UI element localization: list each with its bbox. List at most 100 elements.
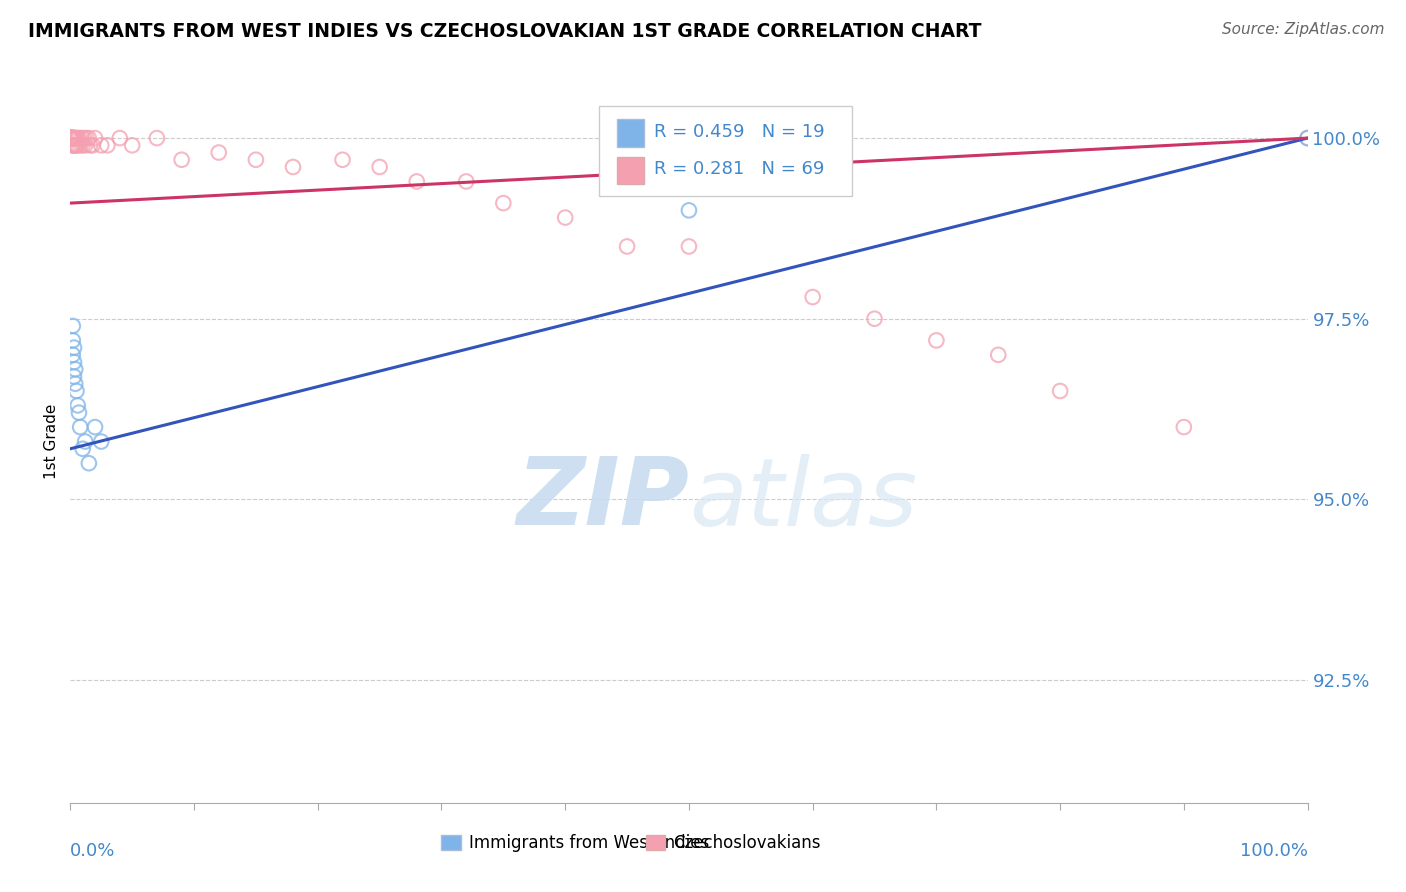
- Point: [925, 334, 948, 348]
- Point: [75, 138, 97, 153]
- Point: [678, 203, 700, 218]
- Point: [63, 131, 86, 145]
- Text: Czechoslovakians: Czechoslovakians: [673, 833, 820, 852]
- Point: [368, 160, 391, 174]
- Point: [63, 138, 86, 153]
- Point: [170, 153, 193, 167]
- Bar: [441, 835, 461, 850]
- Point: [146, 131, 169, 145]
- Point: [65, 131, 87, 145]
- Point: [492, 196, 515, 211]
- Point: [59, 131, 82, 145]
- Point: [82, 138, 104, 153]
- Point: [59, 131, 82, 145]
- Point: [121, 138, 143, 153]
- Point: [59, 131, 82, 145]
- Y-axis label: 1st Grade: 1st Grade: [44, 404, 59, 479]
- Point: [1296, 131, 1319, 145]
- Point: [60, 131, 83, 145]
- Point: [66, 138, 89, 153]
- Point: [77, 131, 100, 145]
- Text: 0.0%: 0.0%: [70, 842, 115, 860]
- Text: R = 0.459   N = 19: R = 0.459 N = 19: [654, 123, 825, 142]
- Point: [65, 131, 87, 145]
- Point: [67, 406, 90, 420]
- Text: atlas: atlas: [689, 454, 917, 545]
- Point: [59, 131, 82, 145]
- FancyBboxPatch shape: [599, 105, 852, 196]
- Point: [59, 131, 82, 145]
- Bar: [645, 835, 665, 850]
- Point: [62, 348, 84, 362]
- Text: Source: ZipAtlas.com: Source: ZipAtlas.com: [1222, 22, 1385, 37]
- Text: Immigrants from West Indies: Immigrants from West Indies: [468, 833, 709, 852]
- Point: [863, 311, 886, 326]
- Point: [59, 131, 82, 145]
- Point: [801, 290, 824, 304]
- Text: 100.0%: 100.0%: [1240, 842, 1308, 860]
- Point: [60, 131, 83, 145]
- Point: [75, 131, 97, 145]
- Point: [281, 160, 304, 174]
- Point: [245, 153, 267, 167]
- Point: [60, 138, 83, 153]
- Point: [79, 138, 101, 153]
- Point: [405, 174, 427, 188]
- Point: [332, 153, 354, 167]
- Point: [65, 138, 87, 153]
- Point: [65, 376, 87, 391]
- Point: [69, 420, 91, 434]
- Point: [73, 131, 96, 145]
- Point: [678, 239, 700, 253]
- Text: ZIP: ZIP: [516, 453, 689, 545]
- Point: [75, 434, 97, 449]
- Point: [67, 131, 90, 145]
- Point: [59, 131, 82, 145]
- Point: [987, 348, 1010, 362]
- Point: [59, 131, 82, 145]
- Bar: [617, 156, 644, 184]
- Point: [69, 138, 91, 153]
- Point: [62, 131, 84, 145]
- Point: [60, 131, 83, 145]
- Point: [96, 138, 118, 153]
- Point: [65, 362, 87, 376]
- Point: [616, 239, 638, 253]
- Point: [60, 131, 83, 145]
- Point: [72, 442, 94, 456]
- Point: [60, 131, 83, 145]
- Point: [60, 131, 83, 145]
- Point: [66, 131, 89, 145]
- Point: [90, 138, 112, 153]
- Point: [62, 131, 84, 145]
- Point: [59, 131, 82, 145]
- Point: [70, 131, 93, 145]
- Point: [63, 369, 86, 384]
- Point: [63, 355, 86, 369]
- Point: [63, 131, 86, 145]
- Point: [84, 131, 107, 145]
- Point: [62, 318, 84, 333]
- Point: [65, 384, 87, 398]
- Point: [60, 131, 83, 145]
- Point: [108, 131, 131, 145]
- Point: [62, 131, 84, 145]
- Point: [66, 398, 89, 412]
- Bar: [617, 120, 644, 146]
- Point: [456, 174, 478, 188]
- Point: [1296, 131, 1319, 145]
- Text: IMMIGRANTS FROM WEST INDIES VS CZECHOSLOVAKIAN 1ST GRADE CORRELATION CHART: IMMIGRANTS FROM WEST INDIES VS CZECHOSLO…: [28, 22, 981, 41]
- Text: R = 0.281   N = 69: R = 0.281 N = 69: [654, 160, 825, 178]
- Point: [59, 131, 82, 145]
- Point: [77, 456, 100, 470]
- Point: [65, 138, 87, 153]
- Point: [90, 434, 112, 449]
- Point: [1049, 384, 1071, 398]
- Point: [62, 131, 84, 145]
- Point: [72, 138, 94, 153]
- Point: [554, 211, 576, 225]
- Point: [62, 334, 84, 348]
- Point: [62, 131, 84, 145]
- Point: [1173, 420, 1195, 434]
- Point: [208, 145, 231, 160]
